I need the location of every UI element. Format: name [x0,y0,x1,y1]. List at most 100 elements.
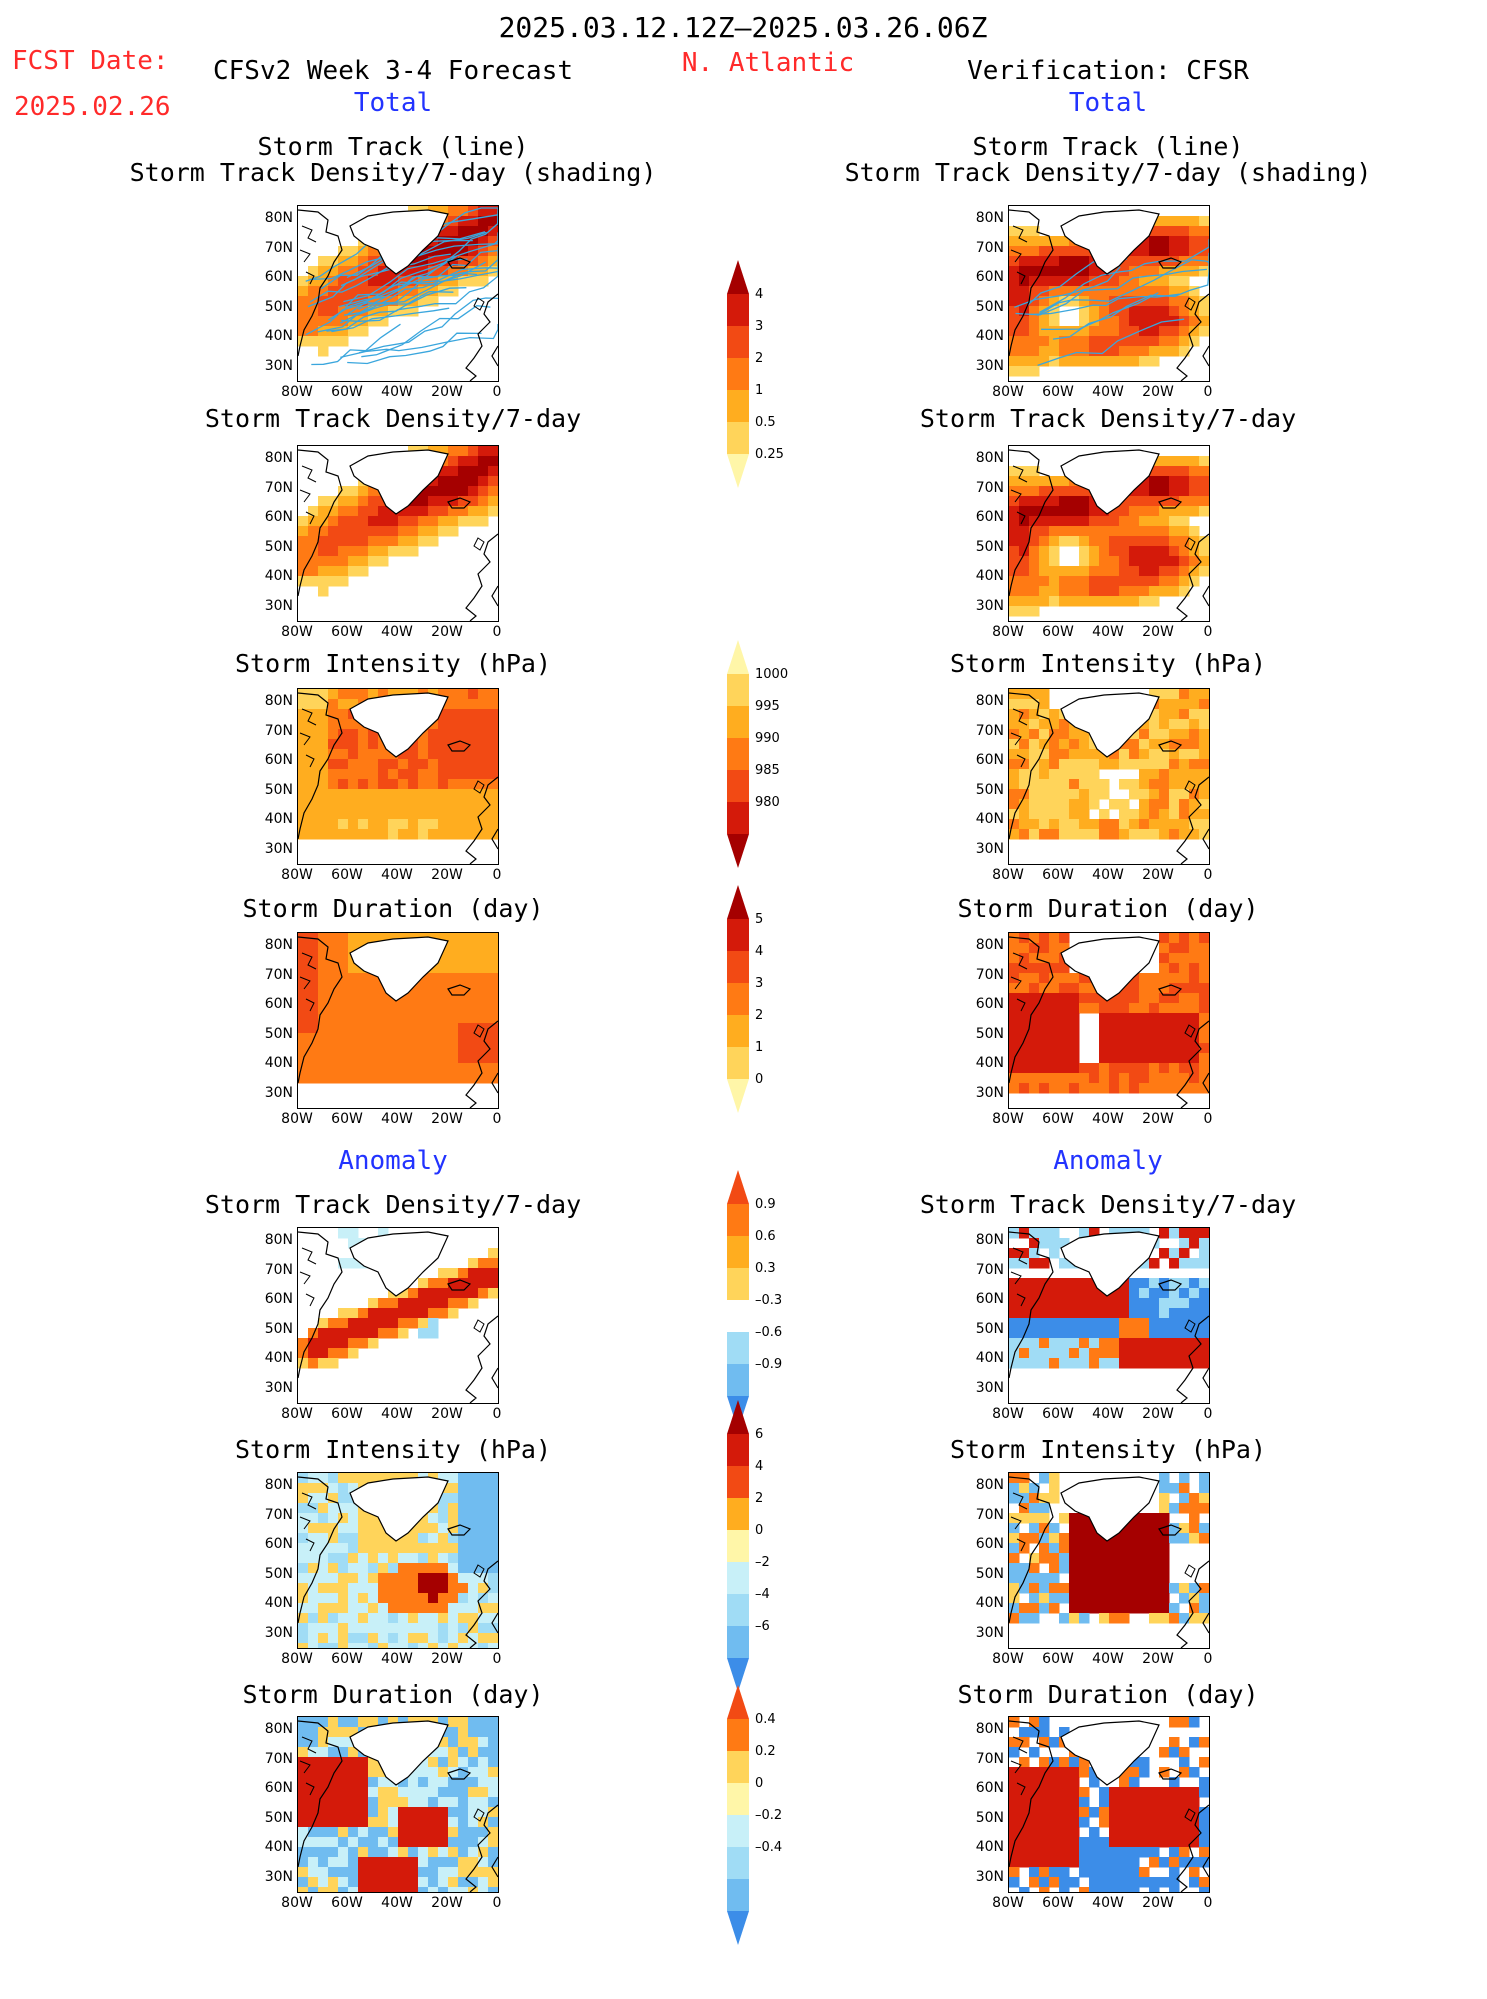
heatmap-cell [1039,1827,1050,1838]
heatmap-cell [398,1013,409,1024]
heatmap-cell [1099,316,1110,327]
heatmap-cell [368,1043,379,1054]
heatmap-cell [318,993,329,1004]
heatmap-cell [1029,1877,1040,1888]
lat-tick-label: 30N [975,1379,1004,1396]
map-plot [1009,1717,1209,1892]
heatmap-cell [338,1228,349,1239]
heatmap-cell [1019,1603,1030,1614]
heatmap-cell [1169,566,1180,577]
colorbar-label: 0 [755,1776,764,1791]
heatmap-cell [338,486,349,497]
heatmap-cell [408,526,419,537]
heatmap-cell [1049,1013,1060,1024]
heatmap-cell [1149,1583,1160,1594]
heatmap-cell [1179,276,1190,287]
heatmap-cell [308,1043,319,1054]
heatmap-cell [1179,1837,1190,1848]
heatmap-cell [378,1847,389,1858]
heatmap-cell [1129,1593,1140,1604]
heatmap-cell [378,1023,389,1034]
heatmap-cell [1179,586,1190,597]
heatmap-cell [468,1777,479,1788]
heatmap-cell [378,306,389,317]
heatmap-cell [1109,1348,1120,1359]
heatmap-cell [308,1797,319,1808]
heatmap-cell [1179,326,1190,337]
heatmap-cell [308,1338,319,1349]
map-plot [1009,1473,1209,1648]
heatmap-cell [1029,1358,1040,1369]
heatmap-cell [308,1613,319,1624]
heatmap-cell [1189,1613,1200,1624]
heatmap-cell [458,276,469,287]
heatmap-cell [1069,256,1080,267]
heatmap-cell [488,1717,498,1728]
heatmap-cell [308,336,319,347]
heatmap-cell [1199,1887,1209,1892]
heatmap-cell [338,709,349,720]
heatmap-cell [1119,1593,1130,1604]
heatmap-cell [318,566,329,577]
heatmap-cell [378,759,389,770]
heatmap-cell [448,1717,459,1728]
heatmap-cell [418,1043,429,1054]
heatmap-cell [458,1837,469,1848]
heatmap-cell [1049,586,1060,597]
heatmap-cell [1029,296,1040,307]
heatmap-cell [1009,1483,1020,1494]
heatmap-cell [348,779,359,790]
heatmap-cell [1149,1278,1160,1289]
heatmap-cell [1109,316,1120,327]
heatmap-cell [1199,216,1209,227]
heatmap-cell [1159,953,1170,964]
heatmap-cell [1189,226,1200,237]
heatmap-cell [1029,789,1040,800]
heatmap-cell [1189,1358,1200,1369]
heatmap-cell [1169,1533,1180,1544]
heatmap-cell [368,1777,379,1788]
heatmap-cell [1199,779,1209,790]
heatmap-cell [368,526,379,537]
map-plot [298,933,498,1108]
heatmap-cell [1129,306,1140,317]
heatmap-cell [1139,1787,1150,1798]
heatmap-cell [478,933,489,944]
heatmap-cell [1079,1308,1090,1319]
heatmap-cell [468,699,479,710]
lat-tick-label: 70N [264,1750,293,1767]
heatmap-cell [1129,809,1140,820]
heatmap-cell [458,516,469,527]
heatmap-cell [388,1063,399,1074]
storm-track-line [326,290,454,332]
heatmap-cell [328,933,339,944]
heatmap-cell [478,1553,489,1564]
heatmap-cell [358,256,369,267]
heatmap-cell [318,709,329,720]
lon-tick-label: 80W [281,1895,313,1911]
heatmap-cell [358,516,369,527]
heatmap-cell [368,1613,379,1624]
heatmap-cell [468,486,479,497]
heatmap-cell [1039,1533,1050,1544]
heatmap-cell [1129,1308,1140,1319]
heatmap-cell [1039,779,1050,790]
heatmap-cell [1079,1533,1090,1544]
l5-title: Storm Track Density/7-day [204,1190,582,1219]
heatmap-cell [1099,1613,1110,1624]
heatmap-cell [348,1348,359,1359]
heatmap-cell [478,1013,489,1024]
heatmap-cell [1139,1308,1150,1319]
heatmap-cell [1099,1603,1110,1614]
heatmap-cell [1099,356,1110,367]
heatmap-cell [348,1533,359,1544]
colorbar-label: 4 [755,944,764,959]
heatmap-cell [1189,1857,1200,1868]
heatmap-cell [488,1643,498,1648]
heatmap-cell [448,749,459,760]
heatmap-cell [438,1473,449,1484]
heatmap-cell [1069,326,1080,337]
heatmap-cell [348,296,359,307]
heatmap-cell [1039,1847,1050,1858]
heatmap-cell [398,1288,409,1299]
